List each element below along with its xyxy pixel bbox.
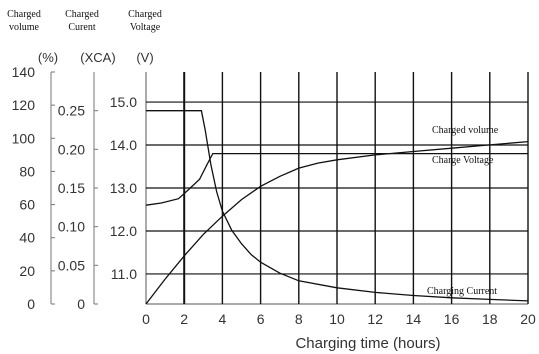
volume-tick-label: 0 (27, 296, 35, 312)
voltage-axis-ticks: 15.0 14.0 13.0 12.0 11.0 (110, 94, 137, 282)
current-tick-label: 0 (77, 296, 85, 312)
x-tick-label: 0 (142, 311, 150, 327)
volume-tick-label: 40 (19, 230, 35, 246)
series-labels: Charged volume Charge Voltage Charging Cur… (427, 125, 499, 297)
current-tick-label: 0.05 (58, 257, 85, 273)
volume-tick-label: 60 (19, 197, 35, 213)
x-axis-ticks: 0 2 4 6 8 10 12 14 16 18 20 (142, 311, 536, 327)
volume-tick-label: 80 (19, 163, 35, 179)
volume-tick-label: 140 (12, 64, 36, 80)
x-tick-label: 20 (520, 311, 536, 327)
x-tick-label: 4 (219, 311, 227, 327)
volume-tick-label: 120 (12, 97, 36, 113)
voltage-axis-header-line1: Charged (128, 9, 162, 20)
voltage-axis-unit: (V) (136, 50, 153, 65)
volume-axis-header-line2: volume (9, 22, 40, 33)
grid (146, 72, 529, 304)
x-tick-label: 16 (444, 311, 460, 327)
current-tick-label: 0.10 (58, 219, 85, 235)
current-tick-label: 0.15 (58, 180, 85, 196)
voltage-axis-header-line2: Voltage (130, 22, 161, 33)
x-axis-label: Charging time (hours) (295, 335, 440, 352)
series-line-charged-volume (145, 140, 529, 305)
current-axis-ticks: 0.25 0.20 0.15 0.10 0.05 0 (58, 103, 98, 312)
series-layer (145, 110, 529, 305)
voltage-tick-label: 15.0 (110, 94, 137, 110)
volume-axis-ticks: 140 120 100 80 60 40 20 0 (12, 64, 55, 312)
x-tick-label: 12 (367, 311, 383, 327)
current-axis-unit: (XCA) (80, 50, 115, 65)
x-tick-label: 2 (180, 311, 188, 327)
voltage-tick-label: 14.0 (110, 137, 137, 153)
current-tick-label: 0.20 (58, 141, 85, 157)
series-line-charge-voltage (145, 152, 528, 206)
series-label: Charging Current (427, 286, 497, 297)
series-line-charging-current (146, 110, 529, 302)
series-label: Charged volume (432, 125, 499, 136)
x-tick-label: 8 (295, 311, 303, 327)
x-tick-label: 6 (257, 311, 265, 327)
current-axis-header-line1: Charged (65, 9, 99, 20)
current-tick-label: 0.25 (58, 103, 85, 119)
voltage-tick-label: 12.0 (110, 223, 137, 239)
voltage-tick-label: 11.0 (111, 266, 137, 282)
x-tick-label: 18 (482, 311, 498, 327)
x-tick-label: 14 (406, 311, 422, 327)
volume-tick-label: 20 (19, 263, 35, 279)
volume-tick-label: 100 (12, 130, 36, 146)
x-tick-label: 10 (329, 311, 345, 327)
volume-axis-unit: (%) (38, 50, 58, 65)
current-axis-header-line2: Curent (68, 22, 95, 33)
series-label: Charge Voltage (432, 155, 494, 166)
voltage-tick-label: 13.0 (110, 180, 137, 196)
volume-axis-header-line1: Charged (7, 9, 41, 20)
